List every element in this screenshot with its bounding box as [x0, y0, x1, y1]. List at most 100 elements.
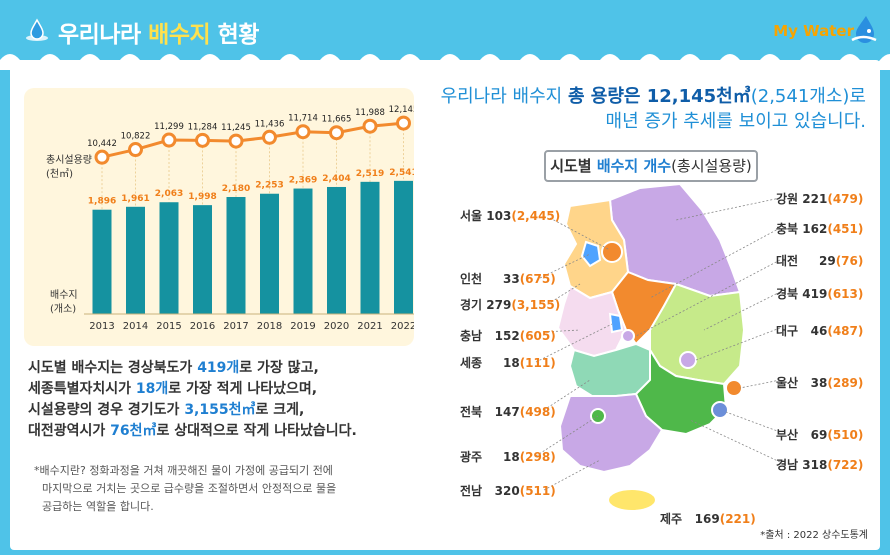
region-count: 318 [802, 458, 828, 472]
line-value-label: 11,245 [221, 123, 251, 133]
region-capacity: (76) [835, 254, 864, 268]
line-value-label: 11,665 [322, 115, 352, 125]
x-tick-label: 2021 [357, 321, 382, 332]
note-line-2: 마지막으로 거치는 곳으로 급수량을 조절하면서 안정적으로 물을 [42, 482, 337, 495]
region-capacity: (451) [827, 222, 864, 236]
summary-text: 시도별 배수지는 경상북도가 419개로 가장 많고, 세종특별자치시가 18개… [28, 358, 408, 442]
region-name: 인천 [460, 272, 483, 286]
region-capacity: (498) [519, 405, 556, 419]
region-name: 부산 [776, 428, 799, 442]
summary-p6: 로 크게, [255, 402, 305, 418]
label-jeonnam: 전남 320(511) [460, 482, 556, 499]
label-daegu: 대구 46(487) [776, 322, 863, 339]
region-jeonbuk [568, 342, 651, 397]
region-name: 전남 [460, 484, 483, 498]
leader-lines [535, 197, 781, 491]
region-capacity: (675) [519, 272, 556, 286]
label-daejeon: 대전 29(76) [776, 252, 863, 269]
headline-part-b: 총 용량은 12,145천㎥ [567, 86, 751, 107]
map-title: 시도별 배수지 개수(총시설용량) [544, 150, 758, 182]
bar-value-label: 1,998 [188, 192, 216, 202]
label-seoul: 서울 103(2,445) [460, 207, 560, 224]
region-name: 울산 [776, 376, 799, 390]
line-value-label: 12,145 [389, 105, 414, 115]
region-name: 경북 [776, 287, 799, 301]
x-tick-label: 2017 [223, 321, 248, 332]
region-capacity: (298) [519, 450, 556, 464]
label-ulsan: 울산 38(289) [776, 374, 863, 391]
bar-value-label: 2,404 [322, 174, 350, 184]
line-point [94, 149, 110, 165]
region-count: 279 [486, 298, 512, 312]
region-count: 38 [810, 376, 828, 390]
line-point [362, 118, 378, 134]
definition-note: *배수지란? 정화과정을 거쳐 깨끗해진 물이 가정에 공급되기 전에 마지막으… [34, 462, 394, 516]
x-tick-label: 2015 [156, 321, 181, 332]
bar [260, 193, 279, 314]
chart-panel: 총시설용량 (천㎥) 배수지 (개소) 1,896 2013 1,961 2014 2,063 2… [24, 88, 414, 346]
summary-p8: 로 상대적으로 작게 나타났습니다. [156, 423, 357, 439]
region-capacity: (722) [827, 458, 864, 472]
bar-value-label: 2,180 [222, 184, 250, 194]
line-value-label: 11,436 [255, 119, 285, 129]
korea-map [535, 182, 781, 512]
region-count: 18 [502, 450, 520, 464]
note-line-3: 공급하는 역할을 합니다. [42, 500, 154, 513]
region-count: 46 [810, 324, 828, 338]
summary-p3: 세종특별자치시가 [28, 381, 136, 397]
line-value-label: 11,714 [288, 114, 318, 124]
x-tick-label: 2019 [290, 321, 315, 332]
headline-part-c: (2,541개소)로 [750, 86, 866, 107]
region-capacity: (479) [827, 192, 864, 206]
region-capacity: (111) [519, 356, 556, 370]
region-sejong [608, 312, 624, 334]
region-capacity: (510) [827, 428, 864, 442]
region-count: 169 [694, 512, 720, 526]
page-title: 우리나라 배수지 현황 [58, 15, 259, 49]
region-count: 69 [810, 428, 828, 442]
region-daejeon [621, 329, 635, 343]
region-count: 103 [486, 209, 512, 223]
region-capacity: (487) [827, 324, 864, 338]
map-title-b: 배수지 개수 [596, 157, 672, 175]
label-jeonbuk: 전북 147(498) [460, 403, 556, 420]
headline: 우리나라 배수지 총 용량은 12,145천㎥(2,541개소)로 매년 증가 … [441, 84, 866, 134]
label-busan: 부산 69(510) [776, 426, 863, 443]
bar [226, 197, 246, 314]
bar [159, 202, 179, 314]
summary-p2: 로 가장 많고, [239, 360, 319, 376]
line-value-label: 11,988 [355, 108, 385, 118]
line-point [329, 125, 344, 141]
bar-value-label: 2,253 [255, 181, 283, 191]
region-name: 전북 [460, 405, 483, 419]
region-count: 147 [494, 405, 520, 419]
bar-value-label: 2,541 [389, 168, 414, 178]
headline-line-2: 매년 증가 추세를 보이고 있습니다. [605, 111, 866, 132]
water-drop-icon [26, 18, 48, 41]
brand-drop-icon [851, 16, 877, 43]
x-tick-label: 2013 [89, 321, 114, 332]
region-count: 29 [818, 254, 836, 268]
region-name: 대전 [776, 254, 799, 268]
label-gangwon: 강원 221(479) [776, 190, 863, 207]
region-count: 18 [502, 356, 520, 370]
title-suffix: 현황 [210, 22, 260, 48]
bar [327, 186, 346, 314]
bar [193, 205, 212, 314]
summary-p4: 로 가장 적게 나타났으며, [168, 381, 318, 397]
bar-axis-unit: (개소) [50, 303, 76, 315]
line-point [128, 142, 143, 158]
map-title-a: 시도별 [550, 157, 597, 175]
region-name: 경기 [460, 298, 483, 312]
region-count: 221 [802, 192, 828, 206]
label-sejong: 세종 18(111) [460, 354, 556, 371]
region-capacity: (613) [827, 287, 864, 301]
title-highlight: 배수지 [148, 22, 211, 48]
region-incheon [580, 240, 602, 268]
header: 우리나라 배수지 현황 My Water [0, 0, 890, 60]
summary-p7: 대전광역시가 [28, 423, 111, 439]
bar [394, 180, 413, 314]
line-axis-unit: (천㎥) [46, 167, 73, 180]
brand-logo-text: My Water [773, 22, 854, 40]
x-tick-label: 2018 [257, 321, 282, 332]
